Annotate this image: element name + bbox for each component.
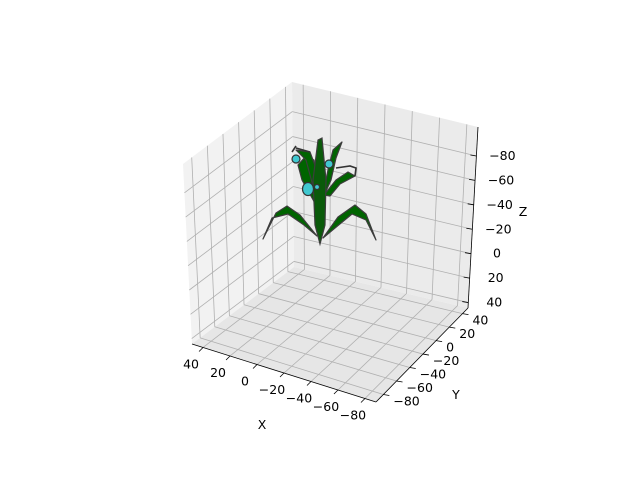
z-tick [470, 154, 477, 157]
grid-line [187, 186, 294, 267]
x-tick-label: −20 [259, 382, 285, 397]
x-tick [198, 347, 204, 352]
y-tick-label: −80 [393, 393, 419, 408]
grid-line [190, 236, 294, 315]
x-tick-label: 0 [241, 373, 249, 388]
grid-line [283, 287, 382, 374]
x-tick-label: 20 [210, 365, 226, 380]
grid-line [185, 136, 293, 218]
grid-line [287, 271, 463, 315]
x-tick [252, 364, 258, 369]
grid-line [184, 111, 293, 194]
axis-line [467, 126, 479, 309]
y-axis-label: Y [451, 387, 460, 402]
y-tick-label: −60 [407, 380, 433, 395]
y-tick [409, 367, 416, 369]
x-tick-label: −40 [286, 391, 312, 406]
x-axis-label: X [258, 417, 267, 432]
z-tick-label: 0 [493, 246, 501, 261]
z-tick-label: −60 [488, 172, 514, 187]
y-tick [436, 340, 443, 342]
x-tick [306, 381, 312, 386]
fruit [291, 154, 301, 164]
y-tick [449, 326, 456, 329]
y-tick-label: 40 [472, 313, 488, 328]
grid-line [258, 293, 437, 341]
y-tick-label: −20 [433, 353, 459, 368]
x-tick-label: 40 [183, 356, 199, 371]
axis-line [191, 343, 377, 403]
fruit [301, 181, 315, 197]
z-tick [462, 301, 469, 303]
twig [291, 145, 311, 153]
z-tick [464, 252, 472, 255]
grid-line [310, 293, 407, 382]
grid-line [229, 315, 410, 368]
grid-line [191, 261, 295, 339]
x-tick [225, 355, 231, 361]
y-tick [396, 380, 403, 383]
twig [335, 165, 357, 177]
y-tick-label: 20 [459, 326, 475, 341]
z-axis-label: Z [519, 204, 528, 219]
grid-line [186, 161, 294, 242]
leaf [322, 204, 377, 241]
z-tick [467, 203, 474, 206]
grid-line [293, 236, 470, 279]
x-tick-label: −60 [313, 399, 339, 414]
grid-line [364, 305, 458, 399]
y-tick-label: 0 [446, 340, 454, 355]
grid-line [292, 111, 477, 157]
y-tick [422, 353, 429, 356]
z-tick [463, 276, 470, 279]
grid-line [293, 261, 469, 303]
z-tick-label: 20 [488, 270, 504, 285]
z-tick [468, 179, 476, 181]
fruit [313, 183, 321, 191]
pane-back [292, 82, 478, 308]
axes: 40200−20−40−60−80−80−60−40−2002040−80−60… [183, 126, 516, 423]
x-tick [360, 398, 366, 403]
leaf [321, 141, 343, 201]
axis-line [375, 307, 469, 403]
z-tick-label: −40 [487, 197, 513, 212]
grid-line [202, 269, 305, 348]
grid-line [273, 282, 450, 328]
grid-line [229, 275, 331, 357]
x-tick [333, 389, 339, 395]
z-tick-label: −20 [485, 221, 511, 236]
pane-left [183, 82, 294, 344]
y-tick [383, 394, 390, 396]
plant-surface [262, 137, 377, 247]
grid-line [243, 304, 424, 355]
grid-line [189, 211, 294, 291]
y-tick-label: −40 [420, 367, 446, 382]
y-tick [462, 313, 469, 316]
grid-line [214, 326, 397, 382]
x-tick-label: −80 [340, 408, 366, 423]
x-tick [279, 372, 285, 378]
grid-lines [184, 84, 477, 399]
leaf [262, 205, 318, 240]
grid-line [337, 299, 433, 391]
grid-line [256, 281, 356, 365]
z-tick [466, 227, 473, 230]
grid-line [200, 337, 384, 395]
fruit [324, 159, 334, 169]
z-tick-label: 40 [486, 295, 502, 310]
z-tick-label: −80 [489, 148, 515, 163]
